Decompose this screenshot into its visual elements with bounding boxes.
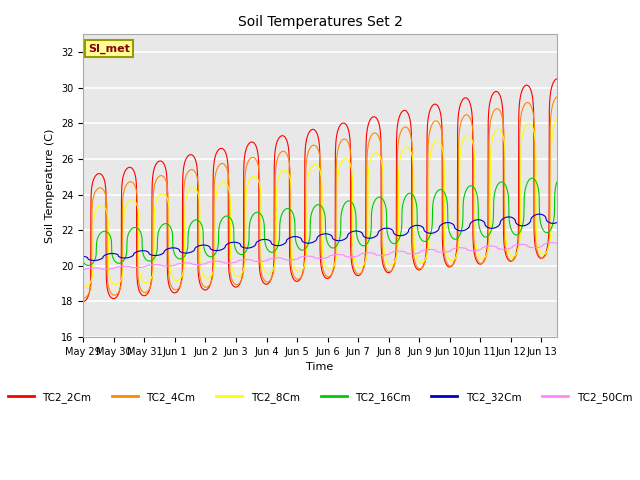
TC2_4Cm [376,137,384,143]
TC2_8Cm [81,284,89,290]
TC2_4Cm [80,295,88,301]
Line: TC2_50Cm: TC2_50Cm [83,243,557,270]
TC2_8Cm [79,284,87,289]
TC2_16Cm [376,194,384,200]
TC2_50Cm [79,267,87,273]
TC2_16Cm [528,175,536,181]
TC2_16Cm [108,237,115,243]
TC2_50Cm [108,266,115,272]
TC2_4Cm [108,290,115,296]
Line: TC2_16Cm: TC2_16Cm [83,178,557,265]
TC2_8Cm [108,279,115,285]
TC2_4Cm [323,273,330,279]
TC2_50Cm [322,255,330,261]
TC2_2Cm [480,258,488,264]
Line: TC2_32Cm: TC2_32Cm [83,214,557,261]
TC2_32Cm [376,228,384,233]
TC2_50Cm [536,244,544,250]
TC2_32Cm [537,211,545,217]
TC2_16Cm [323,235,330,241]
TC2_2Cm [79,299,87,304]
Text: SI_met: SI_met [88,43,130,54]
TC2_8Cm [536,249,544,255]
TC2_2Cm [553,76,561,82]
TC2_16Cm [84,263,92,268]
TC2_8Cm [481,255,488,261]
TC2_8Cm [390,259,398,265]
TC2_32Cm [536,211,543,217]
TC2_4Cm [536,254,544,260]
TC2_16Cm [79,259,87,265]
TC2_2Cm [322,275,330,281]
TC2_32Cm [79,253,87,259]
TC2_50Cm [480,244,488,250]
TC2_32Cm [108,251,115,256]
TC2_16Cm [481,234,488,240]
TC2_32Cm [553,220,561,226]
X-axis label: Time: Time [307,362,333,372]
Y-axis label: Soil Temperature (C): Soil Temperature (C) [45,129,56,243]
TC2_50Cm [390,249,398,254]
TC2_2Cm [376,124,383,130]
TC2_50Cm [548,240,556,246]
TC2_16Cm [537,220,545,226]
TC2_4Cm [553,94,561,100]
TC2_2Cm [536,255,544,261]
TC2_32Cm [390,231,398,237]
Line: TC2_4Cm: TC2_4Cm [83,97,557,298]
TC2_4Cm [481,258,488,264]
TC2_16Cm [553,179,561,185]
Legend: TC2_2Cm, TC2_4Cm, TC2_8Cm, TC2_16Cm, TC2_32Cm, TC2_50Cm: TC2_2Cm, TC2_4Cm, TC2_8Cm, TC2_16Cm, TC2… [4,388,636,407]
TC2_2Cm [108,295,115,300]
TC2_8Cm [376,154,384,159]
TC2_32Cm [90,258,98,264]
TC2_8Cm [323,264,330,270]
TC2_4Cm [390,263,398,268]
TC2_8Cm [553,116,561,122]
TC2_16Cm [390,241,398,247]
TC2_32Cm [481,219,488,225]
Title: Soil Temperatures Set 2: Soil Temperatures Set 2 [237,15,403,29]
Line: TC2_2Cm: TC2_2Cm [83,79,557,301]
TC2_50Cm [376,252,383,258]
TC2_4Cm [79,295,87,300]
TC2_2Cm [390,262,398,267]
TC2_32Cm [323,231,330,237]
TC2_50Cm [553,240,561,246]
Line: TC2_8Cm: TC2_8Cm [83,119,557,287]
